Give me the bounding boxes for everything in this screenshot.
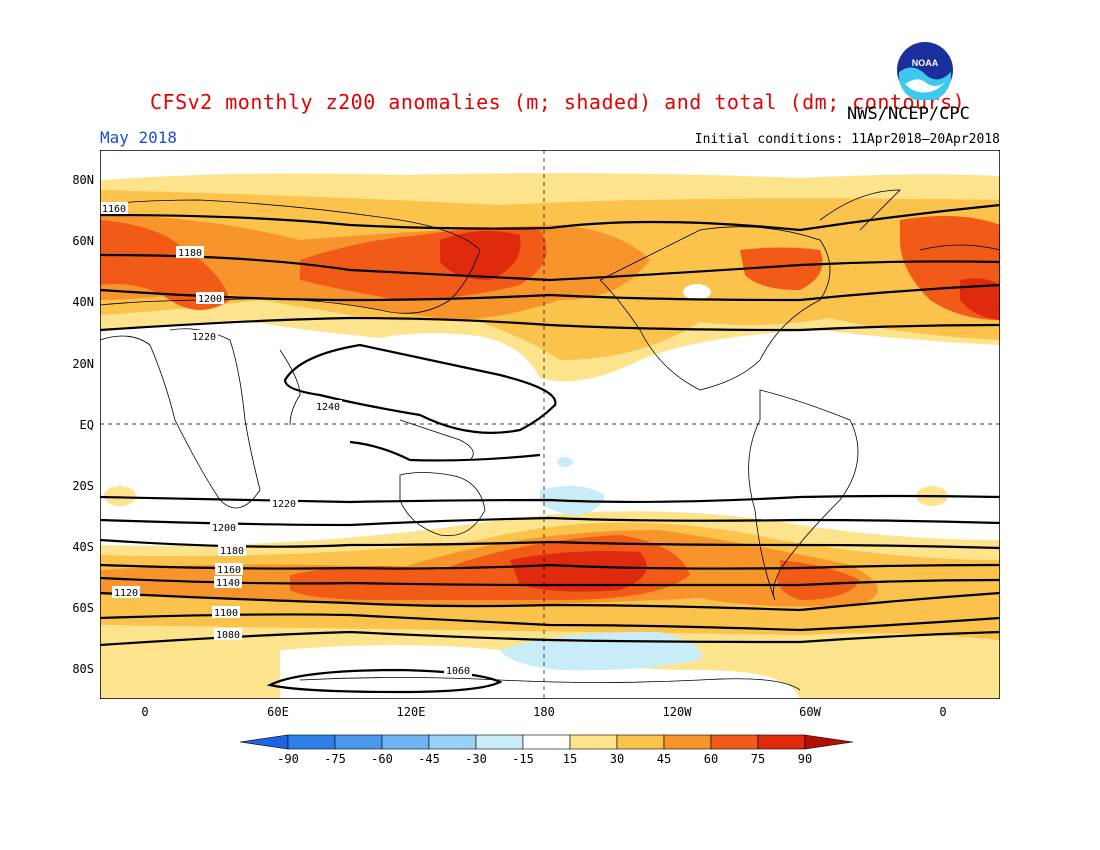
contour-label: 1060 bbox=[444, 664, 472, 677]
lat-label: 60S bbox=[72, 601, 94, 615]
contour-label: 1200 bbox=[196, 292, 224, 305]
map-plot-area: 1160 1180 1200 1220 1240 1220 1200 1180 … bbox=[100, 150, 1000, 699]
svg-text:1200: 1200 bbox=[212, 523, 236, 534]
colorbar-swatch bbox=[381, 734, 430, 750]
colorbar-tick-label: -60 bbox=[371, 752, 393, 766]
organization-label: NWS/NCEP/CPC bbox=[847, 104, 970, 124]
colorbar-tick-label: 90 bbox=[798, 752, 812, 766]
lon-label: 120W bbox=[663, 705, 693, 719]
colorbar-arrow-high bbox=[804, 734, 854, 750]
colorbar-swatch bbox=[475, 734, 524, 750]
longitude-labels: 0 60E 120E 180 120W 60W 0 bbox=[141, 705, 946, 719]
map-gridlines bbox=[100, 150, 1000, 699]
svg-text:1060: 1060 bbox=[446, 666, 470, 677]
lon-label: 60E bbox=[267, 705, 289, 719]
lon-label: 0 bbox=[141, 705, 148, 719]
colorbar-tick-label: 30 bbox=[610, 752, 624, 766]
colorbar-swatch bbox=[616, 734, 665, 750]
svg-text:1180: 1180 bbox=[220, 546, 244, 557]
contour-label: 1160 bbox=[215, 563, 243, 576]
contour-labels: 1160 1180 1200 1220 1240 1220 1200 1180 … bbox=[100, 202, 472, 677]
svg-text:1140: 1140 bbox=[216, 578, 240, 589]
map-title: CFSv2 monthly z200 anomalies (m; shaded)… bbox=[150, 90, 966, 114]
contour-label: 1220 bbox=[270, 497, 298, 510]
contour-label: 1100 bbox=[212, 606, 240, 619]
svg-text:1220: 1220 bbox=[272, 499, 296, 510]
lat-label: 80S bbox=[72, 662, 94, 676]
colorbar-swatch bbox=[428, 734, 477, 750]
lat-label: 40S bbox=[72, 540, 94, 554]
svg-text:1200: 1200 bbox=[198, 294, 222, 305]
noaa-logo-text: NOAA bbox=[912, 58, 939, 68]
colorbar-tick-label: -30 bbox=[465, 752, 487, 766]
colorbar-swatch bbox=[569, 734, 618, 750]
contour-label: 1120 bbox=[112, 586, 140, 599]
contour-label: 1240 bbox=[314, 400, 342, 413]
contour-label: 1200 bbox=[210, 521, 238, 534]
lon-label: 60W bbox=[799, 705, 821, 719]
contour-label: 1220 bbox=[190, 330, 218, 343]
colorbar-tick-label: -90 bbox=[277, 752, 299, 766]
svg-text:1120: 1120 bbox=[114, 588, 138, 599]
colorbar-swatch bbox=[663, 734, 712, 750]
lon-label: 180 bbox=[533, 705, 555, 719]
colorbar-swatch bbox=[287, 734, 336, 750]
svg-text:1160: 1160 bbox=[217, 565, 241, 576]
lat-label: 40N bbox=[72, 295, 94, 309]
contour-label: 1180 bbox=[218, 544, 246, 557]
svg-text:1080: 1080 bbox=[216, 630, 240, 641]
colorbar-swatch bbox=[334, 734, 383, 750]
lat-label: 20N bbox=[72, 357, 94, 371]
lat-label: 80N bbox=[72, 173, 94, 187]
colorbar-tick-label: 75 bbox=[751, 752, 765, 766]
colorbar-swatch bbox=[757, 734, 806, 750]
continent-outlines bbox=[100, 189, 1000, 691]
colorbar-arrow-low bbox=[239, 734, 289, 750]
colorbar-tick-label: 45 bbox=[657, 752, 671, 766]
contour-label: 1180 bbox=[176, 246, 204, 259]
lon-label: 120E bbox=[397, 705, 426, 719]
lat-label: 60N bbox=[72, 234, 94, 248]
colorbar-tick-label: 15 bbox=[563, 752, 577, 766]
colorbar-tick-label: -15 bbox=[512, 752, 534, 766]
colorbar-tick-label: -45 bbox=[418, 752, 440, 766]
colorbar-tick-label: 60 bbox=[704, 752, 718, 766]
colorbar-swatch bbox=[710, 734, 759, 750]
height-contours bbox=[100, 203, 1000, 694]
svg-text:1180: 1180 bbox=[178, 248, 202, 259]
lat-label: EQ bbox=[80, 418, 94, 432]
contour-label: 1080 bbox=[214, 628, 242, 641]
colorbar-tick-label: -75 bbox=[324, 752, 346, 766]
lat-label: 20S bbox=[72, 479, 94, 493]
latitude-labels: 80N 60N 40N 20N EQ 20S 40S 60S 80S bbox=[72, 173, 94, 676]
lon-label: 0 bbox=[939, 705, 946, 719]
svg-text:1160: 1160 bbox=[102, 204, 126, 215]
colorbar-swatch bbox=[522, 734, 571, 750]
initial-conditions: Initial conditions: 11Apr2018–20Apr2018 bbox=[694, 132, 1000, 147]
positive-anomaly-shading-north bbox=[100, 173, 1000, 506]
svg-text:1240: 1240 bbox=[316, 402, 340, 413]
contour-label: 1160 bbox=[100, 202, 128, 215]
svg-text:1220: 1220 bbox=[192, 332, 216, 343]
contour-label: 1140 bbox=[214, 576, 242, 589]
noaa-logo: NOAA bbox=[897, 42, 953, 100]
svg-text:1100: 1100 bbox=[214, 608, 238, 619]
forecast-month: May 2018 bbox=[100, 128, 178, 147]
